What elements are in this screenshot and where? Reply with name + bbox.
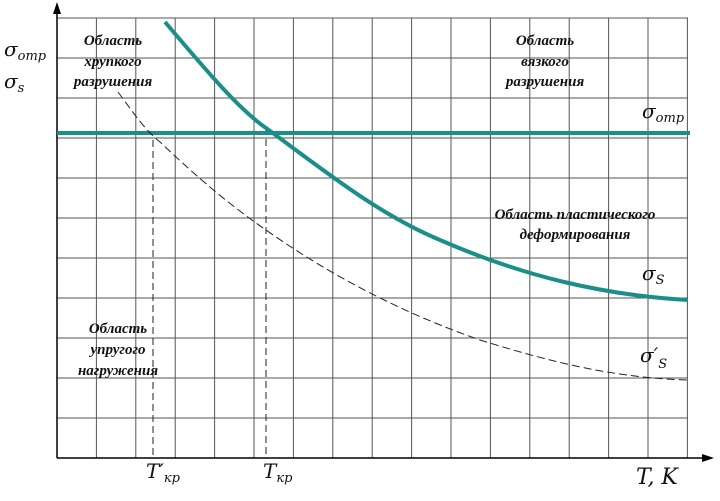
y-label: σs <box>4 69 25 96</box>
grid <box>57 17 688 458</box>
region-label: нагружения <box>78 363 158 379</box>
region-label: разрушения <box>72 74 153 90</box>
region-label: хрупкого <box>83 54 141 70</box>
x-arrow <box>702 454 714 462</box>
region-label: вязкого <box>521 54 569 70</box>
y-arrow <box>53 2 61 14</box>
region-label: Область пластического <box>495 207 656 223</box>
curve-label: σотр <box>642 99 685 126</box>
region-label: разрушения <box>504 74 585 90</box>
curve-label: σ′S <box>640 343 667 372</box>
x-mark-label: Tкр <box>263 459 293 486</box>
curve-label: σS <box>642 261 665 288</box>
region-label: Область <box>89 321 147 337</box>
region-label: деформирования <box>520 227 631 243</box>
yield-curve-prime <box>117 91 689 381</box>
yield-curve <box>163 20 689 302</box>
x-axis-label: T, K <box>636 465 679 490</box>
region-label: упругого <box>88 342 145 358</box>
x-mark-label: T′кр <box>146 459 181 486</box>
region-label: Область <box>516 33 574 49</box>
region-label: Область <box>84 33 142 49</box>
y-label: σотр <box>4 37 47 64</box>
